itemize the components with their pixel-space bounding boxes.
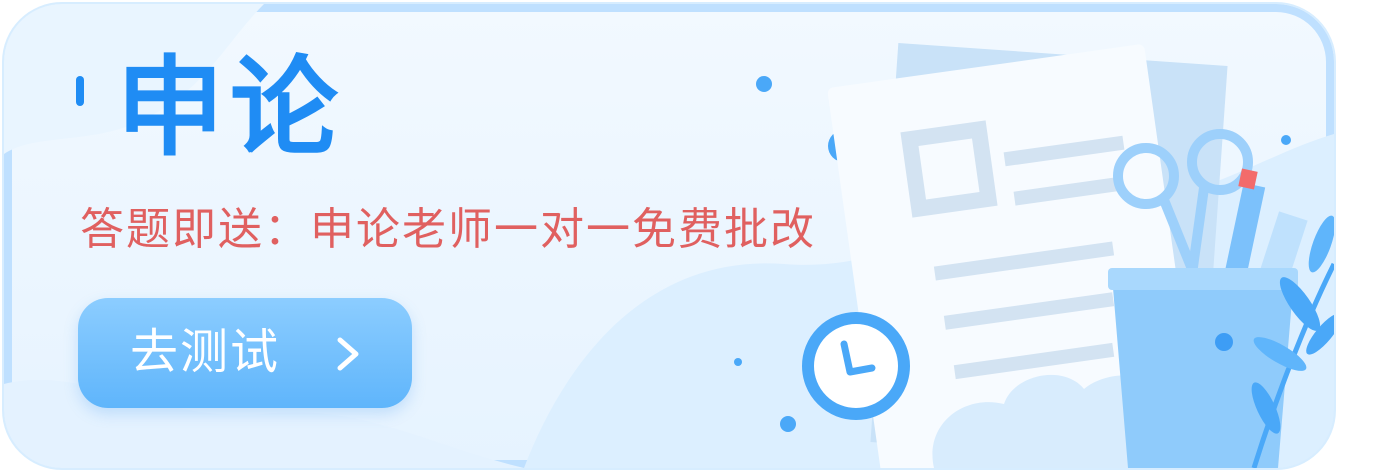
start-test-label: 去测试 (130, 324, 281, 380)
scissors-handle (1113, 143, 1179, 209)
decor-dot (734, 358, 742, 366)
pen-cup (1112, 276, 1294, 468)
scissors-handle (1187, 129, 1253, 195)
decor-dot (1281, 135, 1291, 145)
decor-dot (756, 76, 772, 92)
banner-frame: 申论 答题即送：申论老师一对一免费批改 去测试 (4, 4, 1334, 468)
pencil-tip (1238, 168, 1258, 190)
page-title: 申论 (116, 46, 345, 171)
paper-line (1003, 135, 1125, 167)
illustration (4, 4, 1334, 468)
paper-box (900, 120, 998, 218)
paper-line (1013, 176, 1125, 206)
paper-line (933, 241, 1115, 281)
clock-hands (840, 340, 876, 376)
paper-line (953, 342, 1115, 380)
scissors-blade (1159, 183, 1209, 279)
pen-cup-dot (1215, 333, 1233, 351)
title-accent-bar (76, 76, 84, 106)
leaf (1306, 313, 1334, 355)
background-wave-left (4, 4, 264, 154)
leaf (1253, 337, 1307, 371)
start-test-button[interactable]: 去测试 (78, 298, 412, 408)
pen-cup-rim (1108, 268, 1298, 290)
chevron-right-icon (337, 337, 359, 371)
clock (802, 312, 910, 420)
leaf (1251, 382, 1281, 434)
leaf (1279, 277, 1321, 331)
pencil (1220, 182, 1266, 296)
decor-dot (780, 416, 796, 432)
leaf (1308, 215, 1334, 273)
paper-line (943, 292, 1115, 330)
promo-subtitle: 答题即送：申论老师一对一免费批改 (80, 204, 816, 255)
